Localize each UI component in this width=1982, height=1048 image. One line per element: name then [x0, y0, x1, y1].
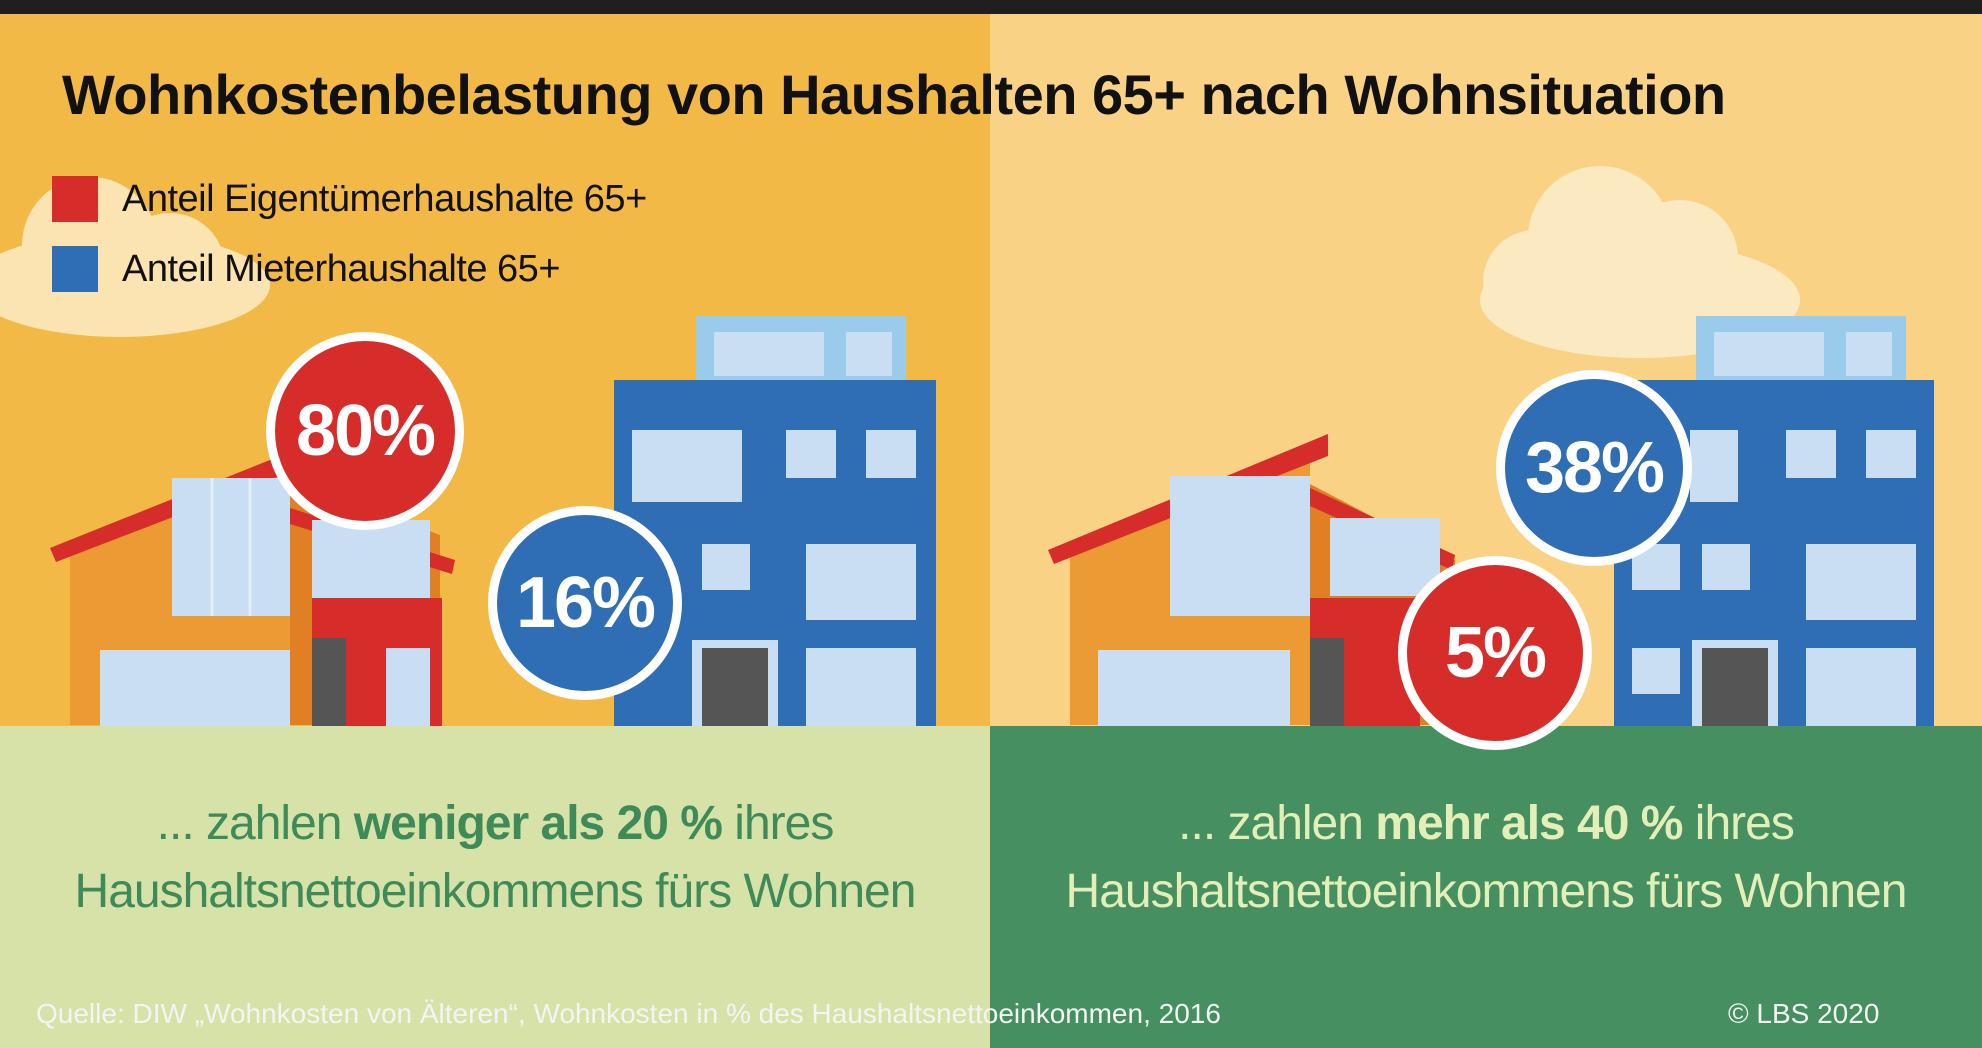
right-caption-line1: ... zahlen mehr als 40 % ihres — [990, 790, 1982, 858]
legend-swatch-blue — [52, 246, 98, 292]
right-renter-share-value: 38% — [1524, 428, 1665, 508]
left-owner-share-value: 80% — [295, 391, 436, 471]
right-caption-panel — [990, 726, 1982, 1048]
legend-swatch-red — [52, 176, 98, 222]
right-caption-highlight: mehr als 40 % — [1375, 797, 1683, 850]
left-caption-line1: ... zahlen weniger als 20 % ihres — [0, 790, 990, 858]
right-caption-pre: ... zahlen — [1178, 797, 1376, 850]
right-apartment-icon — [1614, 316, 1934, 726]
left-caption-line2: Haushaltsnettoeinkommens fürs Wohnen — [74, 865, 917, 918]
right-house-icon — [1048, 434, 1455, 726]
left-renter-share-value: 16% — [515, 563, 656, 643]
left-owner-share-badge: 80% — [266, 332, 464, 530]
right-caption-post: ihres — [1682, 797, 1795, 850]
left-apartment-icon — [614, 316, 936, 726]
cloud-right-icon — [1480, 166, 1800, 358]
legend-label-owner: Anteil Eigentümerhaushalte 65+ — [122, 177, 647, 220]
page-title: Wohnkostenbelastung von Haushalten 65+ n… — [62, 63, 1726, 126]
source-note: Quelle: DIW „Wohnkosten von Älteren“, Wo… — [36, 998, 1221, 1029]
top-bar — [0, 0, 1982, 14]
left-caption-highlight: weniger als 20 % — [353, 797, 723, 850]
right-owner-share-value: 5% — [1444, 613, 1547, 693]
right-caption: ... zahlen mehr als 40 % ihres Haushalts… — [990, 790, 1982, 926]
right-owner-share-badge: 5% — [1398, 556, 1592, 750]
right-renter-share-badge: 38% — [1496, 370, 1692, 566]
left-house-icon — [50, 452, 455, 726]
legend-item-renter: Anteil Mieterhaushalte 65+ — [52, 246, 561, 292]
left-caption-post: ihres — [721, 797, 834, 850]
left-renter-share-badge: 16% — [488, 506, 682, 700]
copyright-note: © LBS 2020 — [1728, 998, 1880, 1029]
left-caption-panel — [0, 726, 990, 1048]
left-caption: ... zahlen weniger als 20 % ihres Hausha… — [0, 790, 990, 926]
left-caption-pre: ... zahlen — [156, 797, 354, 850]
right-caption-line2: Haushaltsnettoeinkommens fürs Wohnen — [1065, 865, 1908, 918]
legend-label-renter: Anteil Mieterhaushalte 65+ — [122, 247, 561, 290]
legend-item-owner: Anteil Eigentümerhaushalte 65+ — [52, 176, 647, 222]
